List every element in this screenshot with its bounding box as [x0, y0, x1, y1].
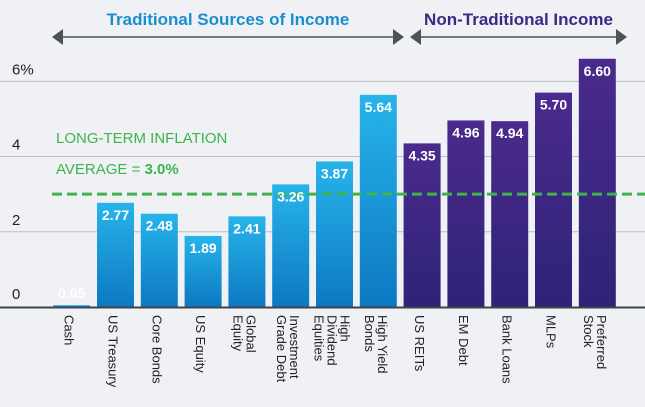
y-tick-4: 4: [12, 137, 20, 154]
inflation-reference: LONG-TERM INFLATION AVERAGE = 3.0%: [52, 130, 645, 196]
bar-3: [184, 235, 222, 307]
category-label-7-line-1: Bonds: [362, 315, 377, 352]
bar-8: [403, 143, 441, 307]
category-label-7-line-0: High Yield: [375, 315, 390, 374]
category-label-0: Cash: [62, 315, 77, 345]
value-label-11: 5.70: [540, 97, 567, 113]
group-arrow-left-head-1: [410, 29, 421, 45]
y-tick-0: 0: [12, 286, 20, 303]
bar-11: [535, 92, 572, 307]
group-arrow-right-head-0: [393, 29, 404, 45]
bar-9: [447, 120, 485, 307]
value-label-1: 2.77: [102, 207, 129, 223]
category-label-10: Bank Loans: [500, 315, 515, 384]
category-label-4-line-0: Global: [243, 315, 258, 353]
category-label-6-line-0: High: [338, 315, 353, 342]
bars: [53, 58, 616, 308]
bar-2: [140, 213, 178, 307]
value-label-8: 4.35: [408, 147, 435, 163]
category-label-2-line-0: Core Bonds: [149, 315, 164, 384]
bar-7: [359, 94, 397, 308]
bar-5: [272, 184, 310, 307]
value-label-0: 0.05: [58, 285, 85, 301]
group-headers: Traditional Sources of Income Non-Traditi…: [52, 10, 627, 45]
category-label-0-line-0: Cash: [62, 315, 77, 345]
value-label-5: 3.26: [277, 188, 304, 204]
value-label-7: 5.64: [365, 99, 392, 115]
category-label-9: EM Debt: [456, 315, 471, 366]
category-label-1-line-0: US Treasury: [106, 315, 121, 388]
value-label-12: 6.60: [584, 63, 611, 79]
category-label-11-line-0: MLPs: [544, 315, 559, 349]
bar-10: [491, 121, 529, 307]
category-label-6-line-1: Dividend: [325, 315, 340, 366]
category-label-12-line-0: Preferred: [594, 315, 609, 369]
category-label-5-line-1: Grade Debt: [274, 315, 289, 383]
category-label-9-line-0: EM Debt: [456, 315, 471, 366]
y-tick-6: 6%: [12, 61, 34, 78]
category-label-5-line-0: Investment: [287, 315, 302, 379]
bar-0: [53, 305, 91, 308]
category-label-8: US REITs: [412, 315, 427, 372]
value-label-2: 2.48: [146, 218, 173, 234]
value-label-6: 3.87: [321, 165, 348, 181]
y-axis-ticks: 0 2 4 6%: [12, 61, 34, 303]
value-labels: 0.05 2.77 2.48 1.89 2.41 3.26 3.87 5.64 4.35 4.96…: [58, 63, 611, 301]
group-label-0: Traditional Sources of Income: [107, 10, 350, 29]
category-label-3: US Equity: [193, 315, 208, 373]
value-label-10: 4.94: [496, 125, 523, 141]
value-label-4: 2.41: [233, 220, 260, 236]
category-label-4-line-1: Equity: [230, 315, 245, 352]
group-arrow-left-head-0: [52, 29, 63, 45]
bar-12: [578, 58, 616, 307]
bar-1: [97, 202, 134, 307]
category-label-11: MLPs: [544, 315, 559, 349]
category-label-12-line-1: Stock: [581, 315, 596, 348]
value-label-3: 1.89: [189, 240, 216, 256]
category-label-6-line-2: Equities: [312, 315, 327, 362]
group-label-1: Non-Traditional Income: [424, 10, 613, 29]
inflation-label-line1: LONG-TERM INFLATION: [56, 130, 227, 147]
category-label-8-line-0: US REITs: [412, 315, 427, 372]
category-label-1: US Treasury: [106, 315, 121, 388]
value-label-9: 4.96: [452, 124, 479, 140]
category-label-3-line-0: US Equity: [193, 315, 208, 373]
category-labels: Cash US Treasury Core Bonds US Equity Global…: [62, 315, 609, 388]
bar-6: [316, 161, 353, 307]
group-arrow-right-head-1: [616, 29, 627, 45]
inflation-label-line2: AVERAGE = 3.0%: [56, 161, 179, 178]
category-label-2: Core Bonds: [149, 315, 164, 384]
y-tick-2: 2: [12, 212, 20, 229]
bar-4: [228, 216, 266, 307]
category-label-10-line-0: Bank Loans: [500, 315, 515, 384]
